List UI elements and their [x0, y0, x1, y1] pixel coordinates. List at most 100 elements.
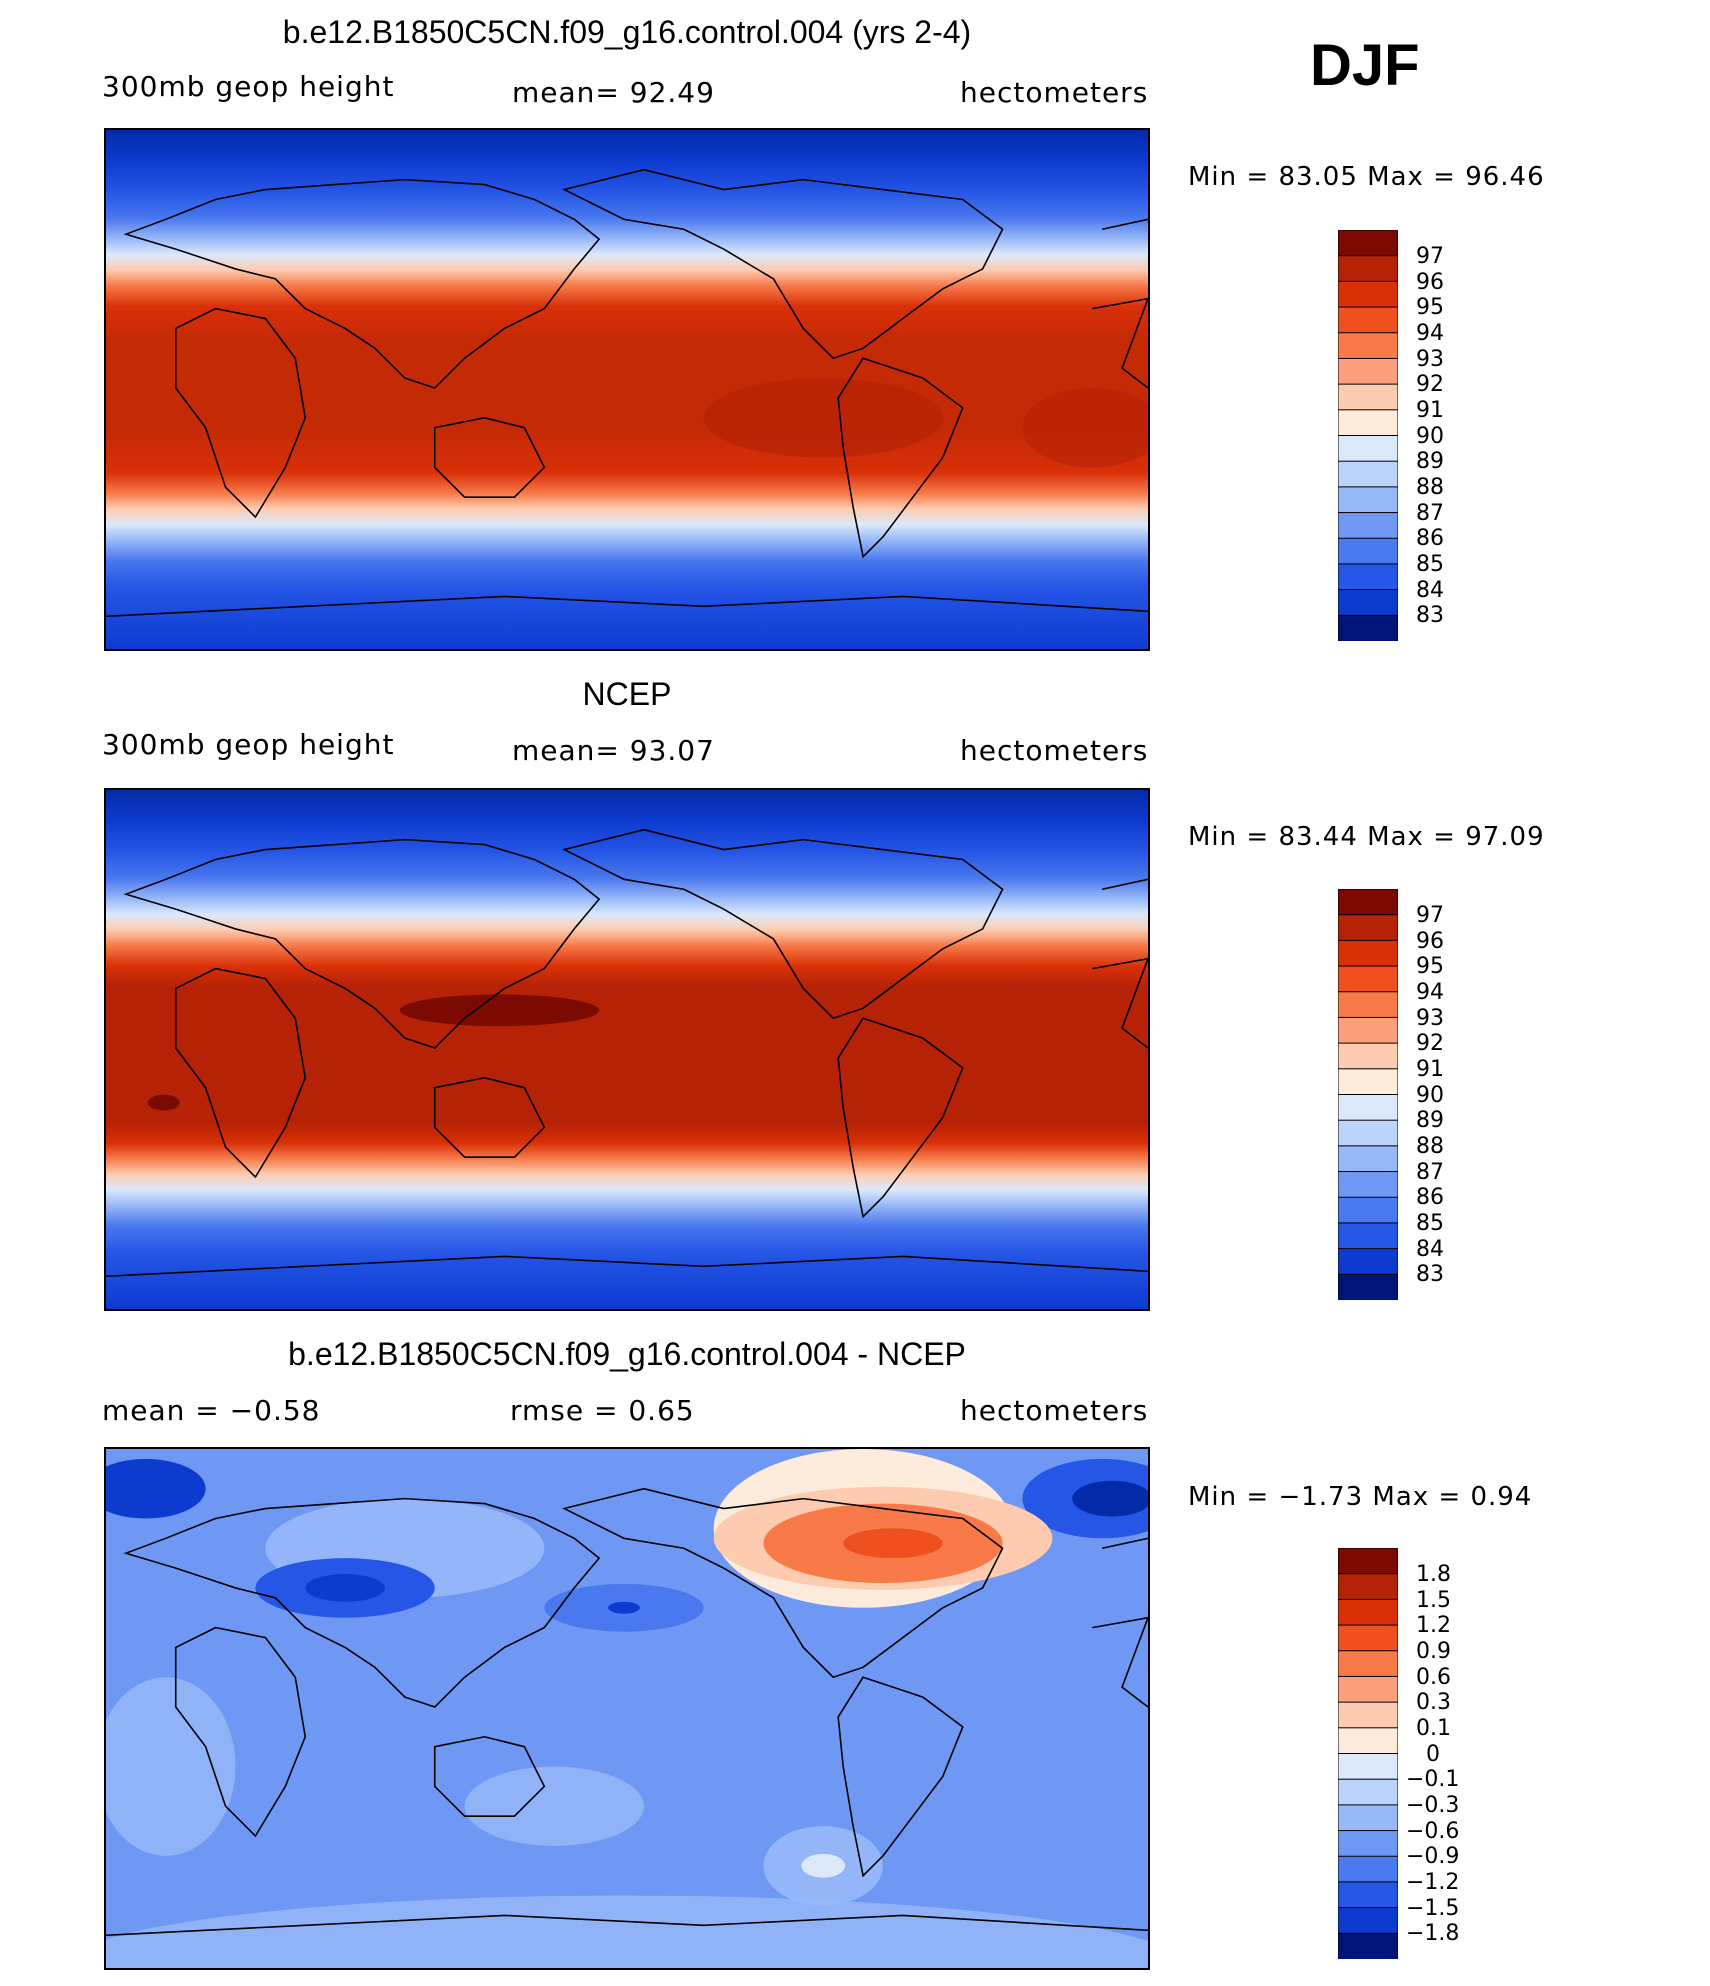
panel3-legend-label: −0.3	[1406, 1793, 1460, 1818]
colorbar-swatch	[1338, 1273, 1398, 1300]
colorbar-swatch	[1338, 1222, 1398, 1250]
panel1-legend-label: 96	[1416, 270, 1444, 295]
panel1-warm-region	[703, 378, 943, 458]
colorbar-swatch	[1338, 1932, 1398, 1959]
colorbar-swatch	[1338, 1753, 1398, 1781]
panel1-units-label: hectometers	[960, 76, 1149, 109]
panel3-legend-label: 0	[1426, 1742, 1440, 1767]
panel1-legend-label: 86	[1416, 526, 1444, 551]
panel1-warm-region-2	[1022, 388, 1148, 468]
panel1-legend-label: 91	[1416, 398, 1444, 423]
colorbar-swatch	[1338, 1675, 1398, 1704]
colorbar-swatch	[1338, 1573, 1398, 1601]
panel2-colorbar-swatches	[1338, 889, 1398, 1300]
colorbar-swatch	[1338, 889, 1398, 916]
panel2-map	[104, 788, 1150, 1311]
panel1-mean-label: mean= 92.49	[512, 76, 715, 109]
colorbar-swatch	[1338, 1650, 1398, 1678]
panel1-legend-label: 83	[1416, 603, 1444, 628]
panel3-legend-label: −1.5	[1406, 1896, 1460, 1921]
panel2-legend-label: 94	[1416, 980, 1444, 1005]
colorbar-swatch	[1338, 1094, 1398, 1122]
panel2-legend-label: 93	[1416, 1006, 1444, 1031]
panel1-coastlines	[106, 168, 1148, 618]
panel3-minmax: Min = −1.73 Max = 0.94	[1188, 1482, 1533, 1512]
colorbar-swatch	[1338, 1778, 1398, 1806]
colorbar-swatch	[1338, 1042, 1398, 1070]
colorbar-swatch	[1338, 1119, 1398, 1147]
panel2-colorbar	[1338, 889, 1398, 1300]
colorbar-swatch	[1338, 409, 1398, 437]
colorbar-swatch	[1338, 1804, 1398, 1832]
colorbar-swatch	[1338, 512, 1398, 540]
panel2-max-region-2	[147, 1094, 180, 1111]
colorbar-swatch	[1338, 357, 1398, 386]
panel3-legend-label: 0.3	[1416, 1690, 1451, 1715]
colorbar-swatch	[1338, 1830, 1398, 1858]
panel1-legend-label: 88	[1416, 475, 1444, 500]
colorbar-swatch	[1338, 991, 1398, 1019]
colorbar-swatch	[1338, 1701, 1398, 1729]
colorbar-swatch	[1338, 1145, 1398, 1173]
panel3-map	[104, 1447, 1150, 1970]
panel2-minmax: Min = 83.44 Max = 97.09	[1188, 822, 1545, 852]
panel2-legend-label: 95	[1416, 954, 1444, 979]
panel2-legend-label: 97	[1416, 903, 1444, 928]
colorbar-swatch	[1338, 1727, 1398, 1755]
colorbar-swatch	[1338, 1881, 1398, 1909]
colorbar-swatch	[1338, 1171, 1398, 1199]
panel2-legend-label: 83	[1416, 1262, 1444, 1287]
panel3-legend-label: 0.9	[1416, 1639, 1451, 1664]
panel1-legend-label: 87	[1416, 501, 1444, 526]
panel2-legend-label: 92	[1416, 1031, 1444, 1056]
panel1-map	[104, 128, 1150, 651]
colorbar-swatch	[1338, 1624, 1398, 1652]
panel2-units-label: hectometers	[960, 734, 1149, 767]
panel1-field	[106, 130, 1148, 649]
panel3-rmse-label: rmse = 0.65	[510, 1394, 695, 1427]
panel3-colorbar	[1338, 1548, 1398, 1959]
panel3-mean-label: mean = −0.58	[102, 1394, 321, 1427]
colorbar-swatch	[1338, 230, 1398, 257]
panel2-legend-label: 91	[1416, 1057, 1444, 1082]
colorbar-swatch	[1338, 965, 1398, 993]
panel1-minmax: Min = 83.05 Max = 96.46	[1188, 162, 1545, 192]
panel1-legend-label: 85	[1416, 552, 1444, 577]
colorbar-swatch	[1338, 280, 1398, 309]
panel1-legend-label: 92	[1416, 372, 1444, 397]
panel3-coastlines	[106, 1487, 1148, 1937]
panel3-legend-label: −0.6	[1406, 1819, 1460, 1844]
panel1-legend-label: 95	[1416, 295, 1444, 320]
colorbar-swatch	[1338, 435, 1398, 463]
panel1-colorbar-swatches	[1338, 230, 1398, 641]
panel3-legend-label: 1.8	[1416, 1562, 1451, 1587]
panel2-max-region	[399, 994, 600, 1027]
panel2-legend-label: 87	[1416, 1160, 1444, 1185]
panel2-coastlines	[106, 828, 1148, 1278]
colorbar-swatch	[1338, 1855, 1398, 1883]
panel2-title: NCEP	[582, 676, 672, 712]
panel2-legend-label: 88	[1416, 1134, 1444, 1159]
colorbar-swatch	[1338, 1248, 1398, 1276]
panel3-legend-label: 1.5	[1416, 1588, 1451, 1613]
panel3-title: b.e12.B1850C5CN.f09_g16.control.004 - NC…	[288, 1336, 966, 1372]
panel1-legend-label: 90	[1416, 424, 1444, 449]
panel2-legend-label: 90	[1416, 1083, 1444, 1108]
colorbar-swatch	[1338, 306, 1398, 334]
colorbar-swatch	[1338, 486, 1398, 514]
colorbar-swatch	[1338, 460, 1398, 488]
panel2-legend-label: 86	[1416, 1185, 1444, 1210]
panel2-legend-label: 89	[1416, 1108, 1444, 1133]
colorbar-swatch	[1338, 1016, 1398, 1045]
season-label: DJF	[1310, 33, 1420, 98]
colorbar-swatch	[1338, 563, 1398, 591]
colorbar-swatch	[1338, 1196, 1398, 1224]
colorbar-swatch	[1338, 614, 1398, 641]
panel1-legend-label: 89	[1416, 449, 1444, 474]
panel3-legend-label: 0.1	[1416, 1716, 1451, 1741]
panel3-colorbar-swatches	[1338, 1548, 1398, 1959]
panel1-legend-label: 84	[1416, 578, 1444, 603]
colorbar-swatch	[1338, 1907, 1398, 1935]
panel2-field	[106, 790, 1148, 1309]
colorbar-swatch	[1338, 255, 1398, 283]
